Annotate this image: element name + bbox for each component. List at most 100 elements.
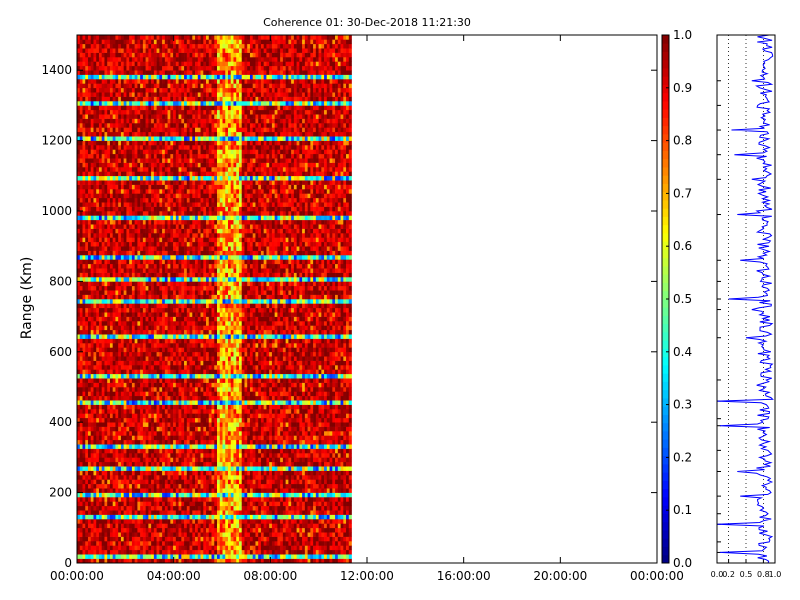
heatmap-cell: [126, 369, 130, 375]
heatmap-cell: [85, 549, 89, 555]
heatmap-cell: [120, 536, 124, 542]
heatmap-cell: [170, 285, 174, 291]
heatmap-cell: [164, 131, 168, 137]
heatmap-cell: [107, 356, 111, 361]
heatmap-cell: [170, 158, 174, 163]
heatmap-cell: [87, 422, 92, 427]
heatmap-cell: [186, 136, 190, 141]
heatmap-cell: [175, 285, 179, 291]
heatmap-cell: [104, 448, 108, 454]
heatmap-cell: [153, 224, 157, 229]
heatmap-cell: [159, 61, 163, 67]
heatmap-cell: [159, 290, 163, 295]
heatmap-cell: [79, 131, 83, 137]
heatmap-cell: [107, 549, 111, 555]
heatmap-cell: [109, 255, 113, 260]
heatmap-cell: [167, 70, 171, 75]
heatmap-cell: [151, 145, 155, 150]
heatmap-cell: [162, 224, 166, 229]
heatmap-cell: [96, 167, 100, 172]
heatmap-cell: [173, 167, 177, 172]
heatmap-cell: [167, 101, 171, 106]
heatmap-cell: [98, 127, 103, 133]
heatmap-cell: [82, 369, 86, 375]
heatmap-cell: [107, 307, 111, 313]
heatmap-cell: [137, 316, 141, 322]
heatmap-cell: [151, 373, 155, 379]
heatmap-cell: [79, 505, 83, 511]
heatmap-cell: [79, 184, 83, 190]
heatmap-cell: [104, 228, 108, 234]
heatmap-cell: [145, 549, 149, 555]
heatmap-cell: [115, 400, 119, 405]
heatmap-cell: [77, 145, 81, 150]
heatmap-cell: [151, 501, 155, 507]
heatmap-cell: [118, 211, 122, 216]
heatmap-cell: [170, 105, 174, 111]
heatmap-cell: [167, 307, 171, 313]
heatmap-cell: [140, 83, 144, 89]
heatmap-cell: [118, 338, 122, 344]
heatmap-cell: [126, 303, 130, 309]
heatmap-cell: [101, 136, 105, 141]
heatmap-cell: [123, 250, 127, 256]
heatmap-cell: [137, 334, 141, 339]
heatmap-cell: [101, 294, 105, 300]
heatmap-cell: [107, 167, 111, 172]
heatmap-cell: [98, 175, 103, 181]
heatmap-cell: [118, 541, 122, 546]
heatmap-cell: [148, 343, 152, 348]
heatmap-cell: [77, 52, 81, 58]
heatmap-cell: [87, 118, 92, 124]
heatmap-cell: [82, 554, 86, 559]
heatmap-cell: [175, 101, 179, 106]
heatmap-cell: [87, 312, 92, 317]
heatmap-cell: [137, 215, 141, 221]
heatmap-cell: [140, 92, 144, 97]
heatmap-cell: [140, 206, 144, 212]
heatmap-cell: [96, 453, 100, 458]
heatmap-cell: [156, 101, 160, 106]
heatmap-cell: [115, 109, 119, 115]
heatmap-cell: [79, 197, 83, 203]
heatmap-cell: [115, 307, 119, 313]
heatmap-cell: [175, 338, 179, 344]
heatmap-cell: [82, 175, 86, 181]
heatmap-cell: [131, 131, 135, 137]
heatmap-cell: [104, 175, 108, 181]
heatmap-cell: [129, 303, 133, 309]
heatmap-cell: [140, 387, 144, 392]
heatmap-cell: [109, 43, 113, 49]
heatmap-cell: [159, 545, 163, 551]
heatmap-cell: [118, 167, 122, 172]
heatmap-cell: [126, 488, 130, 493]
heatmap-cell: [96, 224, 100, 229]
heatmap-cell: [118, 70, 122, 75]
heatmap-cell: [107, 417, 111, 423]
heatmap-cell: [79, 497, 83, 502]
heatmap-cell: [170, 426, 174, 432]
heatmap-cell: [175, 470, 179, 476]
heatmap-cell: [96, 52, 100, 58]
heatmap-cell: [159, 206, 163, 212]
heatmap-cell: [98, 510, 103, 515]
heatmap-cell: [118, 325, 122, 331]
heatmap-cell: [101, 268, 105, 273]
heatmap-cell: [115, 417, 119, 423]
heatmap-cell: [184, 545, 188, 551]
heatmap-cell: [151, 382, 155, 388]
heatmap-cell: [145, 338, 149, 344]
heatmap-cell: [184, 189, 188, 194]
heatmap-cell: [93, 39, 97, 45]
heatmap-cell: [79, 101, 83, 106]
heatmap-cell: [181, 378, 185, 383]
heatmap-cell: [186, 131, 190, 137]
heatmap-cell: [107, 479, 111, 485]
heatmap-cell: [156, 35, 160, 40]
heatmap-cell: [181, 211, 185, 216]
heatmap-cell: [173, 140, 177, 146]
heatmap-cell: [164, 241, 168, 247]
heatmap-cell: [148, 162, 152, 168]
heatmap-cell: [112, 461, 116, 467]
heatmap-cell: [77, 39, 81, 45]
